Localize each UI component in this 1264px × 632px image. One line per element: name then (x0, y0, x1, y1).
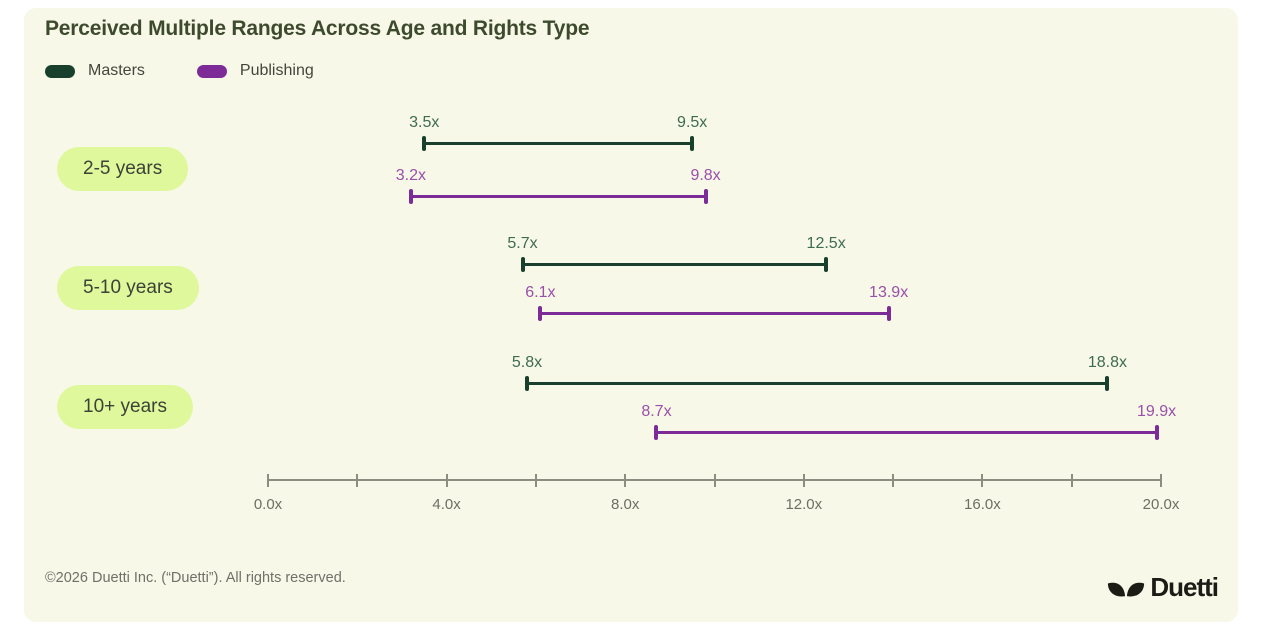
x-axis-tick-label: 16.0x (964, 496, 1001, 513)
category-pill: 5-10 years (57, 266, 199, 310)
legend-swatch-icon (45, 64, 75, 78)
leaf-icon (1107, 576, 1145, 600)
range-max-label: 18.8x (1087, 354, 1127, 371)
x-axis-tick (267, 474, 269, 487)
range-min-label: 5.8x (511, 354, 543, 371)
x-axis-tick (1160, 474, 1162, 487)
category-pill: 2-5 years (57, 147, 189, 191)
x-axis-tick (445, 474, 448, 487)
range-cap-min (408, 188, 413, 204)
x-axis-tick (981, 474, 984, 487)
range-cap-max (1105, 375, 1110, 391)
x-axis-tick (802, 474, 805, 487)
x-axis-tick (624, 474, 627, 487)
chart-legend: Masters Publishing (45, 62, 314, 80)
range-min-label: 3.2x (395, 167, 426, 184)
range-cap-min (520, 256, 525, 272)
x-axis-tick (356, 474, 359, 487)
copyright-text: ©2026 Duetti Inc. (“Duetti”). All rights… (45, 570, 346, 586)
range-cap-min (422, 135, 427, 151)
x-axis-tick (892, 474, 895, 487)
range-min-label: 5.7x (507, 235, 538, 252)
range-cap-max (824, 256, 829, 272)
range-cap-min (654, 424, 659, 440)
chart-title: Perceived Multiple Ranges Across Age and… (45, 17, 590, 40)
range-min-label: 6.1x (525, 284, 556, 301)
range-cap-min (524, 375, 529, 391)
legend-item-publishing: Publishing (196, 62, 314, 80)
duetti-logo: Duetti (1107, 572, 1219, 603)
legend-label: Masters (88, 62, 145, 79)
range-cap-max (690, 135, 695, 151)
range-bar-masters (522, 262, 827, 266)
range-min-label: 3.5x (409, 114, 440, 131)
range-bar-masters (424, 141, 693, 145)
legend-swatch-icon (196, 64, 227, 78)
x-axis-tick-label: 20.0x (1142, 496, 1180, 513)
range-cap-max (886, 305, 891, 321)
range-bar-masters (526, 381, 1108, 385)
range-bar-publishing (540, 311, 889, 315)
chart-card (24, 8, 1238, 622)
range-max-label: 9.5x (677, 114, 708, 131)
x-axis-tick (1070, 474, 1073, 487)
range-max-label: 9.8x (690, 167, 721, 184)
logo-wordmark: Duetti (1150, 572, 1219, 602)
x-axis-tick-label: 4.0x (432, 496, 461, 513)
range-max-label: 13.9x (869, 284, 909, 301)
range-cap-max (1154, 424, 1159, 440)
range-cap-max (703, 188, 708, 204)
x-axis-tick-label: 0.0x (253, 496, 283, 513)
range-max-label: 12.5x (806, 235, 846, 252)
range-bar-publishing (656, 430, 1157, 434)
x-axis-tick (534, 474, 537, 487)
range-min-label: 8.7x (641, 403, 672, 420)
range-max-label: 19.9x (1136, 403, 1177, 420)
legend-item-masters: Masters (45, 62, 145, 80)
x-axis-tick-label: 12.0x (785, 496, 823, 513)
legend-label: Publishing (239, 62, 314, 79)
category-pill: 10+ years (57, 385, 193, 429)
range-cap-min (538, 305, 543, 321)
x-axis-tick-label: 8.0x (611, 496, 640, 513)
x-axis-tick (713, 474, 716, 487)
range-bar-publishing (410, 194, 706, 198)
